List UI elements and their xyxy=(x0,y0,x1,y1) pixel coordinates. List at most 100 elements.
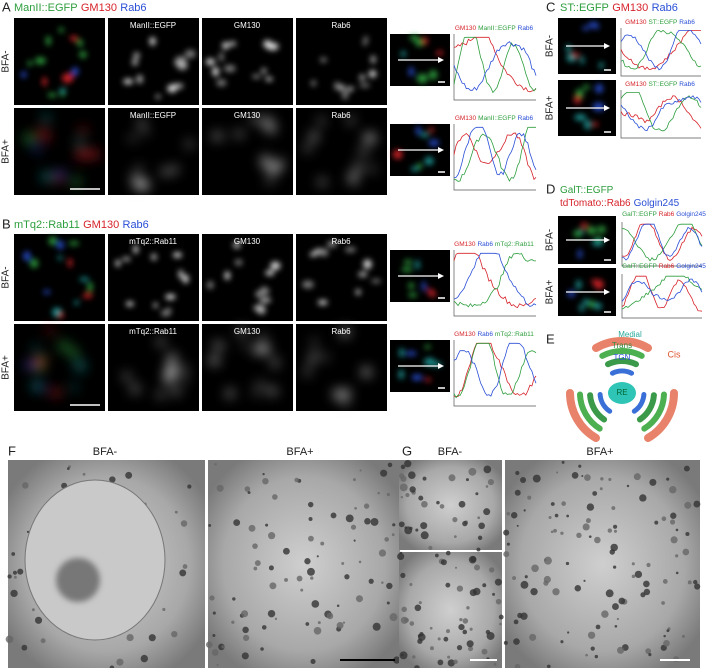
organelle xyxy=(305,622,310,626)
organelle xyxy=(670,536,678,544)
panel-title: ManII::EGFP GM130 Rab6 xyxy=(14,2,147,14)
signal xyxy=(216,79,227,87)
panel-letter: B xyxy=(2,216,11,231)
organelle xyxy=(434,553,439,558)
signal xyxy=(580,222,588,229)
organelle xyxy=(304,558,311,565)
signal xyxy=(577,249,583,259)
organelle xyxy=(262,472,265,476)
organelle xyxy=(487,479,495,486)
organelle xyxy=(268,565,274,571)
signal xyxy=(251,344,264,355)
signal xyxy=(398,369,404,380)
signal xyxy=(408,66,414,77)
title-part: Rab6 xyxy=(659,263,675,270)
signal xyxy=(416,73,428,84)
profile-curve xyxy=(621,223,703,261)
organelle xyxy=(462,520,468,527)
title-part: Rab6 xyxy=(477,331,493,338)
panel-title: tdTomato::Rab6 Golgin245 xyxy=(560,198,680,209)
profile-curve xyxy=(620,95,702,132)
signal xyxy=(371,278,381,284)
organelle xyxy=(179,569,187,577)
golgi-cisterna xyxy=(599,347,645,359)
organelle xyxy=(529,633,537,641)
organelle xyxy=(466,606,470,610)
row-label: BFA- xyxy=(545,35,556,57)
compartment-label: TGN xyxy=(614,353,631,362)
signal xyxy=(249,116,261,123)
profile-arrowhead xyxy=(438,363,444,369)
micrograph-signal xyxy=(123,36,196,99)
organelle xyxy=(447,659,455,667)
organelle xyxy=(517,612,523,619)
organelle xyxy=(454,566,458,569)
signal xyxy=(579,303,585,312)
signal xyxy=(212,342,224,350)
signal xyxy=(36,358,46,365)
organelle xyxy=(643,580,650,588)
signal xyxy=(78,128,88,133)
condition-label: BFA+ xyxy=(286,446,313,458)
organelle xyxy=(408,471,416,479)
organelle xyxy=(13,570,17,575)
organelle xyxy=(109,665,115,668)
title-part: GalT::EGFP xyxy=(622,211,657,218)
organelle xyxy=(294,477,299,483)
organelle xyxy=(126,633,134,642)
signal xyxy=(181,364,188,374)
signal xyxy=(122,256,131,262)
channel-label: ManII::EGFP xyxy=(130,111,176,120)
signal xyxy=(233,131,244,137)
signal xyxy=(319,57,327,63)
organelle xyxy=(267,609,276,618)
organelle xyxy=(685,531,690,537)
signal xyxy=(574,114,587,121)
organelle xyxy=(399,483,408,492)
organelle xyxy=(400,475,407,482)
organelle xyxy=(675,571,679,575)
organelle xyxy=(420,531,429,540)
organelle xyxy=(561,501,566,506)
signal xyxy=(410,166,420,172)
organelle xyxy=(481,648,488,655)
organelle xyxy=(626,484,630,488)
organelle xyxy=(439,504,445,509)
title-part: ManII::EGFP xyxy=(478,25,516,32)
signal xyxy=(34,56,46,65)
signal xyxy=(79,277,90,282)
organelle xyxy=(474,564,481,571)
organelle xyxy=(212,611,216,615)
organelle xyxy=(261,625,267,630)
organelle xyxy=(666,477,670,481)
title-part: Rab6 xyxy=(659,211,675,218)
organelle xyxy=(613,524,618,529)
micrograph xyxy=(202,324,293,411)
signal xyxy=(170,387,181,396)
signal xyxy=(580,55,585,65)
profile-axes xyxy=(453,340,536,407)
organelle xyxy=(308,535,314,542)
organelle xyxy=(592,491,598,496)
organelle xyxy=(465,478,469,482)
organelle xyxy=(548,516,552,520)
signal xyxy=(170,166,179,173)
organelle xyxy=(282,547,290,555)
organelle xyxy=(405,492,410,498)
organelle xyxy=(682,548,690,556)
organelle xyxy=(415,528,419,532)
panel-title: ST::EGFP GM130 Rab6 xyxy=(560,2,678,14)
title-part: Rab6 xyxy=(679,19,695,26)
organelle xyxy=(662,579,668,584)
micrograph xyxy=(202,108,293,195)
signal xyxy=(370,55,376,64)
signal xyxy=(403,259,413,265)
organelle xyxy=(311,600,320,608)
organelle xyxy=(550,530,554,534)
signal xyxy=(206,280,214,290)
signal xyxy=(23,251,31,261)
signal xyxy=(172,252,182,258)
signal xyxy=(211,131,224,141)
organelle xyxy=(646,562,651,568)
organelle xyxy=(34,616,43,624)
